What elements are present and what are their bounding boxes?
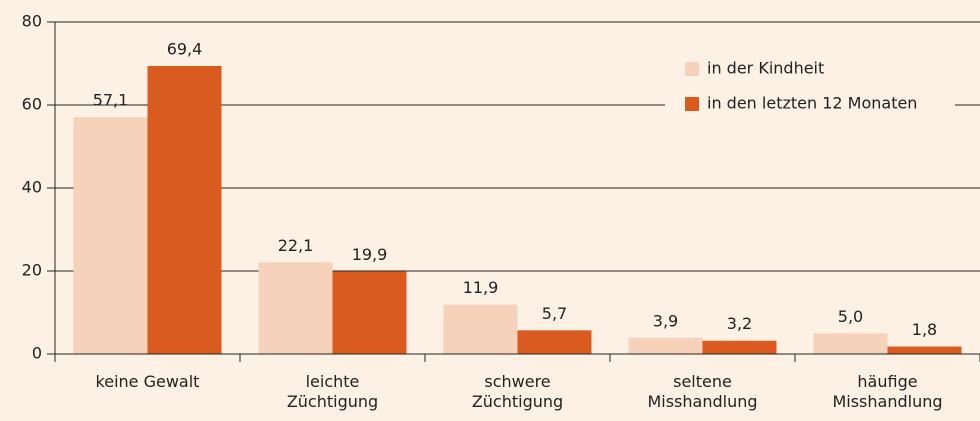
x-tick-label: leichte Züchtigung [286, 372, 379, 411]
value-label: 1,8 [912, 320, 937, 339]
value-label: 3,9 [653, 311, 678, 330]
x-tick-label: keine Gewalt [95, 372, 200, 391]
value-label: 22,1 [278, 236, 314, 255]
bar [258, 262, 333, 354]
y-tick-label: 60 [22, 95, 42, 114]
y-tick-label: 80 [22, 12, 42, 31]
x-tick-label: häufige Misshandlung [832, 372, 943, 411]
legend-label: in den letzten 12 Monaten [707, 94, 917, 113]
bar [147, 65, 222, 355]
bar [73, 117, 148, 354]
value-label: 19,9 [352, 245, 388, 264]
y-tick-label: 0 [32, 344, 42, 363]
bar [517, 330, 592, 354]
y-tick-label: 40 [22, 178, 42, 197]
legend-label: in der Kindheit [707, 59, 824, 78]
value-label: 11,9 [463, 278, 499, 297]
value-label: 5,7 [542, 304, 567, 323]
x-tick-label: seltene Misshandlung [647, 372, 758, 411]
legend-swatch [685, 62, 699, 76]
bar [332, 271, 407, 354]
x-tick-label: schwere Züchtigung [471, 372, 564, 411]
y-tick-label: 20 [22, 261, 42, 280]
value-label: 5,0 [838, 307, 863, 326]
legend-box [665, 42, 955, 127]
bar [443, 304, 518, 354]
bar [702, 340, 777, 354]
bar [813, 333, 888, 354]
value-label: 69,4 [167, 39, 203, 58]
bar [887, 346, 962, 354]
legend-swatch [685, 97, 699, 111]
value-label: 57,1 [93, 91, 129, 110]
value-label: 3,2 [727, 314, 752, 333]
bar [628, 337, 703, 354]
